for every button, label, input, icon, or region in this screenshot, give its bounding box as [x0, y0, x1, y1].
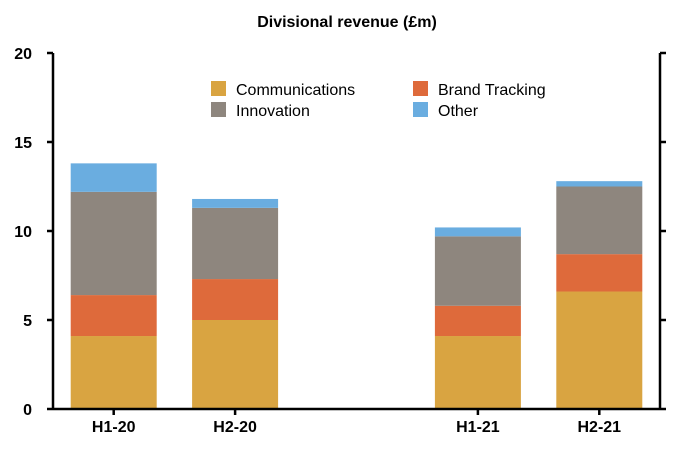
legend-swatch [413, 102, 428, 117]
bar-segment-other [556, 181, 643, 187]
legend-label: Other [438, 103, 479, 120]
legend-swatch [211, 102, 226, 117]
y-tick-label: 15 [14, 135, 32, 152]
chart-title: Divisional revenue (£m) [257, 14, 437, 31]
bar-segment-communications [556, 291, 643, 409]
axes-group: 0 5 10 15 20 H1-20 H2-20 H1-21 H2-21 [14, 46, 666, 436]
bar-segment-other [70, 163, 157, 192]
y-tick-label: 10 [14, 224, 32, 241]
legend: Communications Brand Tracking Innovation Ot… [211, 81, 546, 120]
x-category-label: H2-21 [578, 419, 622, 436]
y-tick-label: 5 [23, 313, 32, 330]
bar-segment-innovation [70, 191, 157, 296]
legend-label: Communications [236, 82, 355, 99]
bar-segment-communications [70, 336, 157, 409]
y-tick-label: 20 [14, 46, 32, 63]
bar-segment-innovation [556, 186, 643, 255]
bar-segment-brand-tracking [192, 279, 279, 320]
bar-segment-communications [434, 336, 521, 409]
x-category-label: H1-20 [92, 419, 136, 436]
x-category-label: H1-21 [456, 419, 500, 436]
bar-segment-communications [192, 320, 279, 409]
legend-label: Brand Tracking [438, 82, 546, 99]
bar-segment-other [434, 227, 521, 237]
bars-group [70, 163, 643, 409]
legend-swatch [211, 81, 226, 96]
bar-segment-brand-tracking [70, 295, 157, 337]
x-category-label: H2-20 [213, 419, 257, 436]
bar-segment-other [192, 198, 279, 208]
y-tick-label: 0 [23, 402, 32, 419]
bar-segment-brand-tracking [434, 305, 521, 337]
legend-label: Innovation [236, 103, 310, 120]
legend-swatch [413, 81, 428, 96]
bar-segment-innovation [192, 207, 279, 280]
bar-segment-innovation [434, 236, 521, 306]
bar-segment-brand-tracking [556, 254, 643, 292]
